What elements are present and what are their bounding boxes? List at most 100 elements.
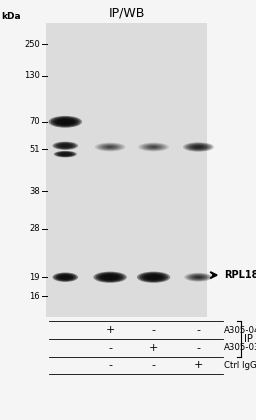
Ellipse shape	[104, 275, 116, 279]
Ellipse shape	[61, 144, 70, 147]
Ellipse shape	[54, 273, 77, 281]
Ellipse shape	[141, 273, 166, 281]
Ellipse shape	[53, 118, 78, 126]
Ellipse shape	[61, 276, 70, 279]
Ellipse shape	[184, 273, 212, 281]
Ellipse shape	[191, 275, 205, 279]
Text: IP/WB: IP/WB	[109, 6, 145, 19]
Ellipse shape	[49, 116, 82, 128]
Ellipse shape	[51, 117, 80, 127]
Ellipse shape	[64, 277, 67, 278]
Ellipse shape	[57, 274, 73, 280]
Text: 38: 38	[29, 186, 40, 196]
Ellipse shape	[55, 151, 75, 157]
Ellipse shape	[99, 144, 122, 150]
Ellipse shape	[191, 145, 206, 149]
Text: -: -	[196, 325, 200, 335]
Text: -: -	[108, 343, 112, 353]
Text: RPL18A: RPL18A	[224, 270, 256, 280]
Text: -: -	[108, 360, 112, 370]
Text: 51: 51	[29, 144, 40, 154]
Ellipse shape	[62, 276, 68, 278]
Ellipse shape	[101, 144, 120, 150]
Ellipse shape	[106, 276, 114, 278]
Text: +: +	[149, 343, 158, 353]
Text: 16: 16	[29, 291, 40, 301]
Ellipse shape	[197, 277, 200, 278]
Ellipse shape	[57, 143, 73, 148]
Ellipse shape	[56, 274, 75, 281]
Ellipse shape	[56, 143, 75, 149]
Ellipse shape	[144, 144, 163, 150]
Ellipse shape	[63, 121, 67, 122]
Ellipse shape	[146, 145, 161, 149]
Text: +: +	[194, 360, 203, 370]
Bar	[46, 23, 207, 317]
Ellipse shape	[190, 275, 207, 280]
Text: 19: 19	[29, 273, 40, 282]
Ellipse shape	[64, 145, 67, 146]
Ellipse shape	[55, 118, 76, 126]
Ellipse shape	[61, 153, 69, 155]
Ellipse shape	[95, 142, 125, 152]
Ellipse shape	[54, 151, 77, 158]
Ellipse shape	[140, 143, 167, 151]
Ellipse shape	[95, 272, 125, 282]
Text: -: -	[196, 343, 200, 353]
Ellipse shape	[195, 146, 202, 148]
Ellipse shape	[188, 274, 209, 281]
Ellipse shape	[100, 274, 120, 281]
Ellipse shape	[137, 272, 170, 283]
Ellipse shape	[105, 145, 115, 149]
Text: 130: 130	[24, 71, 40, 80]
Ellipse shape	[54, 142, 77, 150]
Ellipse shape	[150, 146, 157, 148]
Ellipse shape	[183, 142, 214, 152]
Ellipse shape	[193, 145, 204, 149]
Ellipse shape	[59, 120, 71, 124]
Ellipse shape	[139, 272, 168, 282]
Ellipse shape	[103, 145, 118, 149]
Ellipse shape	[59, 144, 71, 148]
Ellipse shape	[58, 152, 72, 156]
Text: 250: 250	[24, 39, 40, 49]
Ellipse shape	[109, 277, 112, 278]
Ellipse shape	[60, 152, 71, 156]
Ellipse shape	[97, 143, 123, 151]
Text: IP: IP	[244, 334, 253, 344]
Ellipse shape	[57, 152, 74, 157]
Ellipse shape	[59, 275, 71, 279]
Text: Ctrl IgG: Ctrl IgG	[224, 361, 256, 370]
Text: -: -	[152, 325, 156, 335]
Text: 70: 70	[29, 117, 40, 126]
Text: A305-030A: A305-030A	[224, 343, 256, 352]
Text: -: -	[152, 360, 156, 370]
Ellipse shape	[57, 119, 73, 125]
Ellipse shape	[148, 275, 159, 279]
Ellipse shape	[142, 144, 165, 150]
Ellipse shape	[187, 144, 210, 150]
Text: +: +	[105, 325, 115, 335]
Ellipse shape	[185, 143, 212, 151]
Ellipse shape	[63, 153, 68, 155]
Text: A305-044A: A305-044A	[224, 326, 256, 335]
Ellipse shape	[150, 276, 157, 278]
Ellipse shape	[64, 154, 67, 155]
Ellipse shape	[52, 142, 78, 150]
Ellipse shape	[62, 145, 68, 147]
Ellipse shape	[61, 121, 69, 123]
Text: 28: 28	[29, 224, 40, 234]
Ellipse shape	[106, 146, 114, 148]
Ellipse shape	[52, 273, 78, 282]
Ellipse shape	[189, 144, 208, 150]
Text: kDa: kDa	[1, 12, 21, 21]
Ellipse shape	[138, 142, 169, 152]
Ellipse shape	[148, 145, 159, 149]
Ellipse shape	[152, 277, 155, 278]
Ellipse shape	[143, 274, 164, 281]
Ellipse shape	[93, 272, 127, 283]
Ellipse shape	[98, 273, 122, 281]
Ellipse shape	[195, 276, 202, 278]
Ellipse shape	[145, 275, 162, 280]
Ellipse shape	[102, 275, 118, 280]
